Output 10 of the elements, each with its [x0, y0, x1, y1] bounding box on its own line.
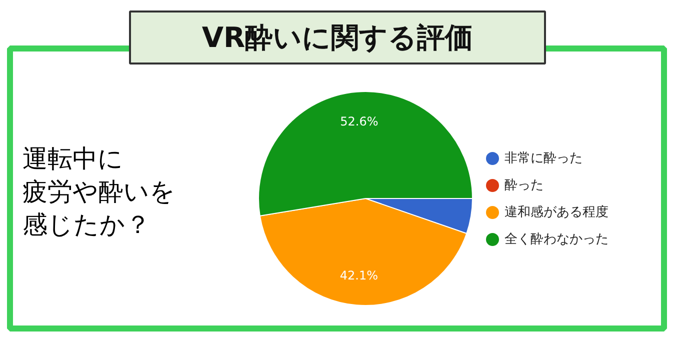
chart-title: VR酔いに関する評価: [202, 21, 474, 54]
legend-label: 全く酔わなかった: [504, 232, 608, 247]
text: 感じたか？: [22, 210, 150, 239]
data-label: 52.6%: [340, 114, 378, 129]
legend-label: 非常に酔った: [504, 151, 582, 166]
data-label: 42.1%: [340, 268, 378, 282]
text: 運転中に: [22, 144, 124, 173]
text: 疲労や酔いを: [22, 177, 176, 206]
legend-label: 酔った: [504, 178, 544, 193]
legend-label: 違和感がある程度: [504, 204, 608, 220]
